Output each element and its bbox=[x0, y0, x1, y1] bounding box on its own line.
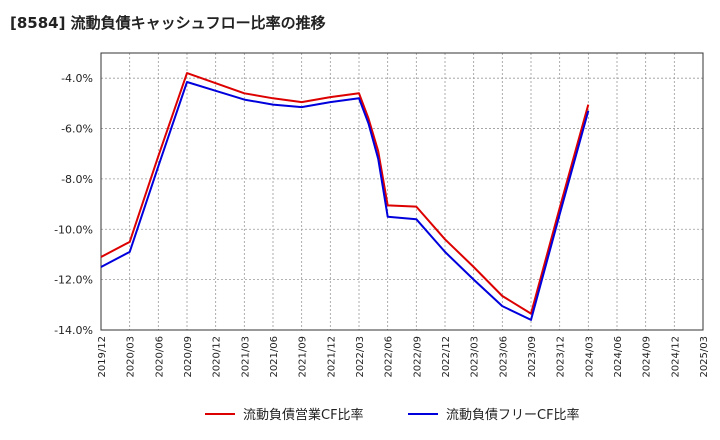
x-tick-label: 2022/09 bbox=[412, 336, 423, 378]
y-tick-label: -4.0% bbox=[61, 72, 93, 85]
x-tick-label: 2024/03 bbox=[584, 336, 595, 378]
legend-label-2: 流動負債フリーCF比率 bbox=[446, 407, 580, 423]
x-tick-label: 2021/09 bbox=[298, 336, 309, 378]
chart-title: [8584] 流動負債キャッシュフロー比率の推移 bbox=[10, 14, 326, 32]
x-tick-label: 2019/12 bbox=[97, 336, 108, 378]
x-tick-label: 2021/12 bbox=[326, 336, 337, 378]
legend-label-1: 流動負債営業CF比率 bbox=[243, 407, 364, 423]
grid bbox=[100, 53, 704, 331]
y-axis: -4.0% -6.0% -8.0% -10.0% -12.0% -14.0% bbox=[54, 72, 93, 337]
x-tick-label: 2025/03 bbox=[699, 336, 710, 378]
x-tick-label: 2022/03 bbox=[355, 336, 366, 378]
y-tick-label: -10.0% bbox=[54, 223, 93, 236]
y-tick-label: -12.0% bbox=[54, 274, 93, 287]
y-tick-label: -6.0% bbox=[61, 123, 93, 136]
series bbox=[100, 72, 590, 321]
y-tick-label: -8.0% bbox=[61, 173, 93, 186]
x-tick-label: 2022/12 bbox=[441, 336, 452, 378]
x-tick-label: 2024/12 bbox=[670, 336, 681, 378]
x-axis: 2019/12 2020/03 2020/06 2020/09 2020/12 2021/… bbox=[97, 336, 710, 378]
x-tick-label: 2023/03 bbox=[470, 336, 481, 378]
series-line-1 bbox=[100, 72, 590, 315]
legend: 流動負債営業CF比率 流動負債フリーCF比率 bbox=[205, 407, 580, 423]
x-tick-label: 2023/09 bbox=[527, 336, 538, 378]
plot-area bbox=[100, 52, 704, 331]
x-tick-label: 2023/06 bbox=[498, 336, 509, 378]
x-tick-label: 2021/06 bbox=[269, 336, 280, 378]
x-tick-label: 2020/09 bbox=[183, 336, 194, 378]
x-tick-label: 2020/06 bbox=[154, 336, 165, 378]
x-tick-label: 2020/12 bbox=[212, 336, 223, 378]
x-tick-label: 2022/06 bbox=[384, 336, 395, 378]
x-tick-label: 2023/12 bbox=[556, 336, 567, 378]
x-tick-label: 2021/03 bbox=[240, 336, 251, 378]
series-line-2 bbox=[100, 81, 590, 321]
y-tick-label: -14.0% bbox=[54, 324, 93, 337]
x-tick-label: 2020/03 bbox=[126, 336, 137, 378]
x-tick-label: 2024/06 bbox=[613, 336, 624, 378]
x-tick-label: 2024/09 bbox=[642, 336, 653, 378]
